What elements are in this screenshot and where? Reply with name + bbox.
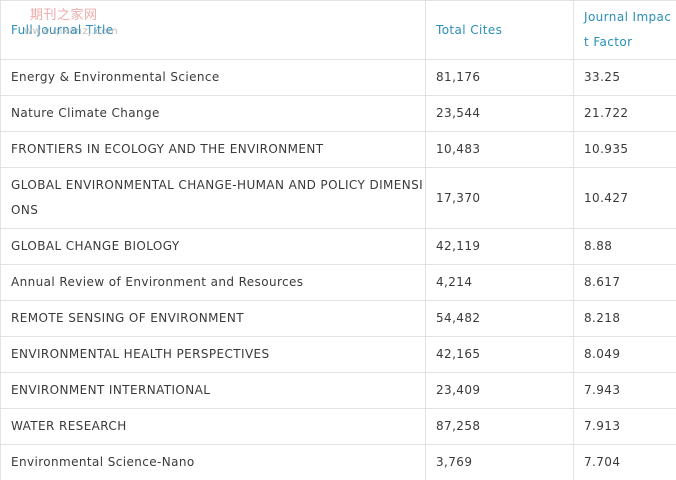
table-row: Environmental Science-Nano 3,769 7.704: [0, 444, 676, 480]
impact-factor-cell: 8.049: [573, 336, 676, 373]
total-cites-cell: 17,370: [425, 167, 574, 229]
header-impact-factor: Journal Impact Factor: [573, 0, 676, 60]
impact-factor-cell: 7.943: [573, 372, 676, 409]
total-cites-cell: 87,258: [425, 408, 574, 445]
table-row: GLOBAL ENVIRONMENTAL CHANGE-HUMAN AND PO…: [0, 167, 676, 229]
journal-title-cell: Environmental Science-Nano: [0, 444, 426, 480]
table-row: REMOTE SENSING OF ENVIRONMENT 54,482 8.2…: [0, 300, 676, 337]
journal-title-cell: Nature Climate Change: [0, 95, 426, 132]
header-journal-title: Full Journal Title: [0, 0, 426, 60]
total-cites-cell: 54,482: [425, 300, 574, 337]
journal-title-cell: Annual Review of Environment and Resourc…: [0, 264, 426, 301]
journal-title-cell: GLOBAL ENVIRONMENTAL CHANGE-HUMAN AND PO…: [0, 167, 426, 229]
journal-title-cell: REMOTE SENSING OF ENVIRONMENT: [0, 300, 426, 337]
total-cites-cell: 42,165: [425, 336, 574, 373]
total-cites-cell: 3,769: [425, 444, 574, 480]
total-cites-cell: 23,544: [425, 95, 574, 132]
journal-title-cell: GLOBAL CHANGE BIOLOGY: [0, 228, 426, 265]
total-cites-cell: 42,119: [425, 228, 574, 265]
impact-factor-cell: 10.427: [573, 167, 676, 229]
header-total-cites: Total Cites: [425, 0, 574, 60]
table-row: Energy & Environmental Science 81,176 33…: [0, 59, 676, 96]
table-header-row: Full Journal Title Total Cites Journal I…: [0, 0, 676, 60]
impact-factor-cell: 21.722: [573, 95, 676, 132]
impact-factor-cell: 10.935: [573, 131, 676, 168]
journal-title-cell: ENVIRONMENT INTERNATIONAL: [0, 372, 426, 409]
journal-title-cell: WATER RESEARCH: [0, 408, 426, 445]
table-row: WATER RESEARCH 87,258 7.913: [0, 408, 676, 445]
table-row: FRONTIERS IN ECOLOGY AND THE ENVIRONMENT…: [0, 131, 676, 168]
impact-factor-cell: 8.617: [573, 264, 676, 301]
journal-title-cell: ENVIRONMENTAL HEALTH PERSPECTIVES: [0, 336, 426, 373]
impact-factor-cell: 8.88: [573, 228, 676, 265]
impact-factor-cell: 33.25: [573, 59, 676, 96]
impact-factor-cell: 7.704: [573, 444, 676, 480]
table-row: Nature Climate Change 23,544 21.722: [0, 95, 676, 132]
total-cites-cell: 4,214: [425, 264, 574, 301]
impact-factor-cell: 8.218: [573, 300, 676, 337]
table-row: GLOBAL CHANGE BIOLOGY 42,119 8.88: [0, 228, 676, 265]
table-row: ENVIRONMENTAL HEALTH PERSPECTIVES 42,165…: [0, 336, 676, 373]
journal-title-cell: FRONTIERS IN ECOLOGY AND THE ENVIRONMENT: [0, 131, 426, 168]
total-cites-cell: 81,176: [425, 59, 574, 96]
impact-factor-cell: 7.913: [573, 408, 676, 445]
table-row: ENVIRONMENT INTERNATIONAL 23,409 7.943: [0, 372, 676, 409]
total-cites-cell: 10,483: [425, 131, 574, 168]
total-cites-cell: 23,409: [425, 372, 574, 409]
table-row: Annual Review of Environment and Resourc…: [0, 264, 676, 301]
journal-title-cell: Energy & Environmental Science: [0, 59, 426, 96]
